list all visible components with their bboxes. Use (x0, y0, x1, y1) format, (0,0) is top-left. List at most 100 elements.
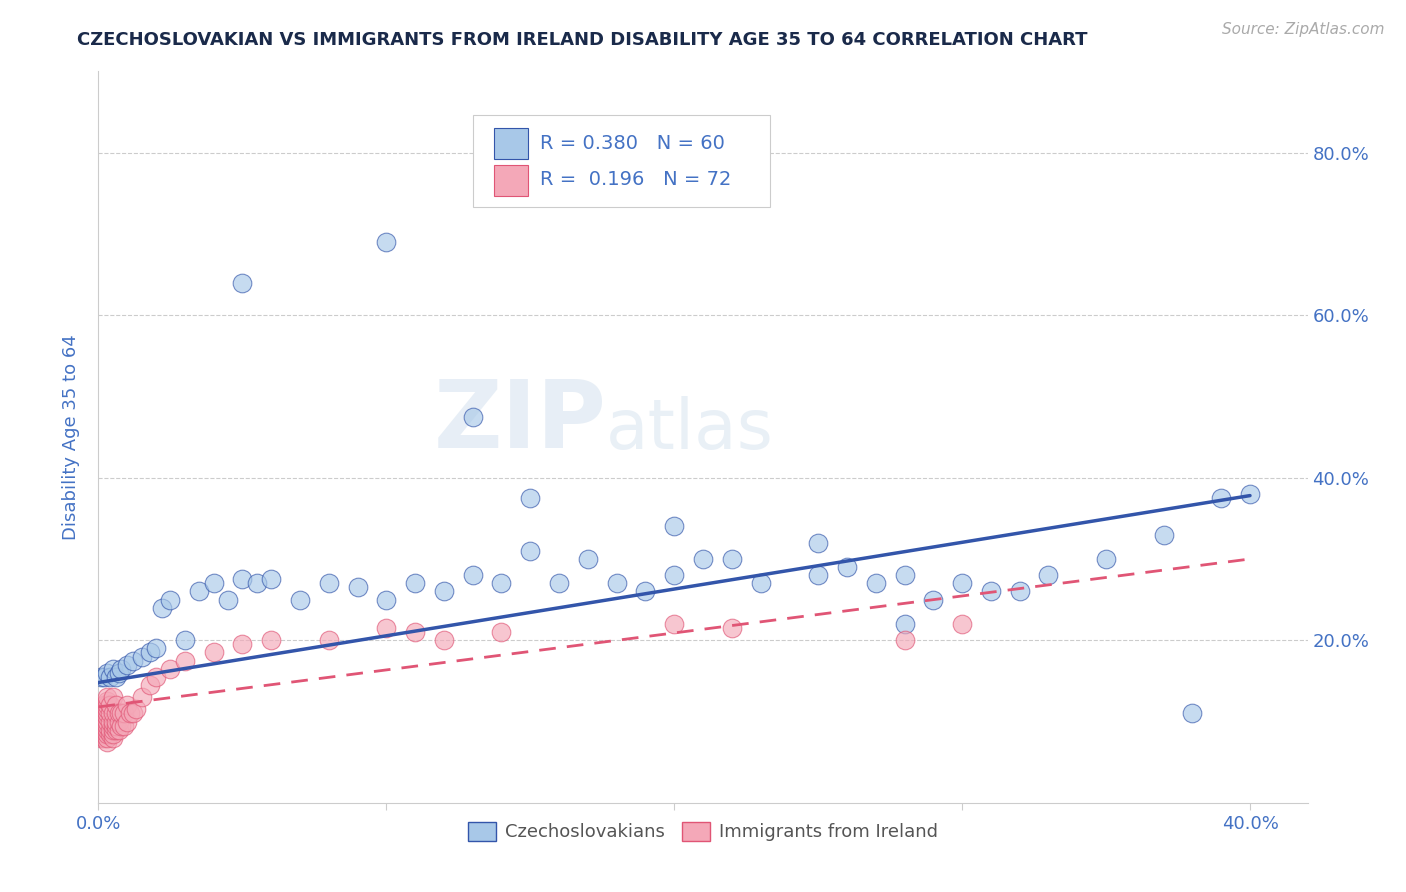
Point (96, 723, 118, 737)
Legend: Czechoslovakians, Immigrants from Ireland: Czechoslovakians, Immigrants from Irelan… (461, 814, 945, 848)
Point (96, 735, 118, 749)
Point (104, 723, 127, 737)
Point (720, 621, 742, 635)
Point (231, 276, 253, 290)
Point (375, 592, 398, 607)
Text: R = 0.380   N = 60: R = 0.380 N = 60 (540, 134, 724, 153)
Point (807, 535, 830, 549)
Point (120, 706, 142, 721)
Point (93, 710, 115, 724)
Point (93, 727, 115, 741)
Point (93, 714, 115, 729)
Bar (494, 128, 527, 159)
Point (749, 576, 772, 591)
Bar (494, 165, 527, 195)
Point (404, 576, 426, 591)
Point (125, 702, 148, 716)
Point (104, 718, 127, 732)
Point (375, 621, 398, 635)
Point (112, 706, 135, 721)
Point (231, 572, 253, 586)
Point (90, 718, 112, 732)
Point (96, 727, 118, 741)
Point (93, 702, 115, 716)
Point (950, 576, 973, 591)
Point (122, 654, 145, 668)
Point (145, 670, 167, 684)
Point (98, 670, 121, 684)
Text: R =  0.196   N = 72: R = 0.196 N = 72 (540, 170, 731, 189)
Point (491, 625, 513, 640)
Point (159, 592, 181, 607)
Point (1038, 568, 1060, 582)
Point (1095, 552, 1118, 566)
Point (246, 576, 269, 591)
Point (90, 706, 112, 721)
Point (159, 662, 181, 676)
Point (98, 698, 121, 713)
Point (188, 584, 211, 599)
FancyBboxPatch shape (474, 115, 769, 207)
Point (664, 519, 686, 533)
Point (90, 670, 112, 684)
Point (1008, 584, 1031, 599)
Point (110, 706, 132, 721)
Point (131, 690, 153, 705)
Point (131, 649, 153, 664)
Point (110, 718, 132, 732)
Point (217, 592, 239, 607)
Point (96, 706, 118, 721)
Point (173, 633, 195, 648)
Point (893, 568, 915, 582)
Point (107, 714, 129, 729)
Point (96, 702, 118, 716)
Point (145, 641, 167, 656)
Point (318, 576, 340, 591)
Point (104, 706, 127, 721)
Point (96, 714, 118, 729)
Text: atlas: atlas (606, 396, 775, 463)
Point (96, 718, 118, 732)
Point (173, 654, 195, 668)
Point (96, 710, 118, 724)
Point (375, 235, 398, 249)
Point (1239, 487, 1261, 501)
Point (101, 662, 124, 676)
Point (96, 698, 118, 713)
Point (107, 665, 129, 680)
Point (548, 576, 571, 591)
Point (115, 657, 138, 672)
Point (98, 706, 121, 721)
Point (96, 694, 118, 708)
Point (519, 544, 541, 558)
Point (112, 718, 135, 732)
Point (433, 633, 456, 648)
Point (1211, 491, 1233, 505)
Point (922, 592, 945, 607)
Point (893, 633, 915, 648)
Point (491, 576, 513, 591)
Point (96, 690, 118, 705)
Point (720, 552, 742, 566)
Point (101, 706, 124, 721)
Point (101, 731, 124, 745)
Point (90, 714, 112, 729)
Point (122, 706, 145, 721)
Point (115, 714, 138, 729)
Point (260, 572, 283, 586)
Point (104, 714, 127, 729)
Point (202, 645, 225, 659)
Point (101, 723, 124, 737)
Point (93, 731, 115, 745)
Point (104, 670, 127, 684)
Point (90, 731, 112, 745)
Point (231, 637, 253, 651)
Text: Source: ZipAtlas.com: Source: ZipAtlas.com (1222, 22, 1385, 37)
Point (93, 718, 115, 732)
Point (150, 600, 173, 615)
Point (110, 662, 132, 676)
Point (318, 633, 340, 648)
Point (139, 645, 162, 659)
Point (96, 665, 118, 680)
Point (101, 727, 124, 741)
